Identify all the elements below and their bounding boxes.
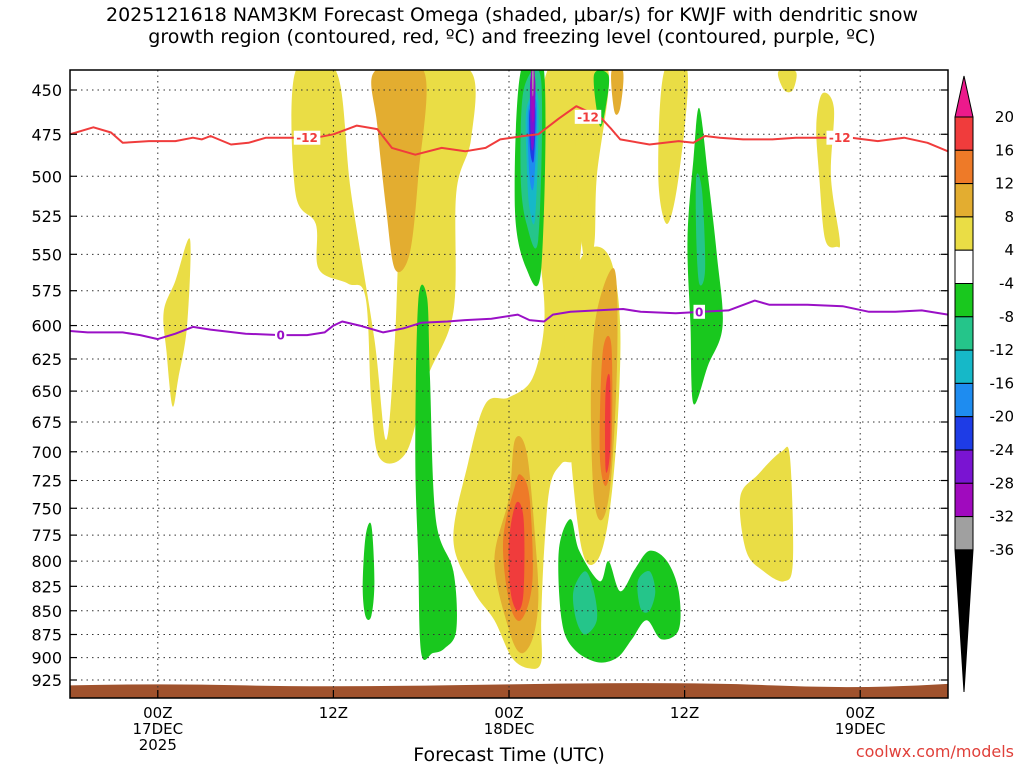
contour-label-bg-1-1 (693, 304, 705, 319)
omega-region-0 (163, 238, 191, 407)
credit-link[interactable]: coolwx.com/models (855, 742, 1014, 761)
omega-region-16 (605, 373, 611, 473)
y-tick-label-750: 750 (31, 499, 62, 518)
contour-line-0 (70, 105, 948, 156)
contour-label-bg-0-2 (826, 130, 853, 145)
contour-label-bg-1-0 (274, 328, 287, 343)
colorbar-label-9: -20 (990, 408, 1015, 426)
y-tick-label-600: 600 (31, 317, 62, 336)
colorbar-box-3 (954, 216, 974, 251)
y-tick-label-850: 850 (31, 602, 62, 621)
omega-region-5 (658, 70, 688, 224)
colorbar-box-1 (954, 149, 974, 185)
colorbar-box-5 (954, 283, 974, 318)
x-tick-label-24-1: 18DEC (484, 720, 535, 738)
colorbar-box-0 (954, 116, 974, 151)
omega-region-23 (572, 571, 598, 635)
colorbar-label-12: -32 (990, 508, 1015, 526)
y-tick-label-500: 500 (31, 167, 62, 186)
omega-region-18 (362, 522, 375, 620)
y-tick-label-800: 800 (31, 552, 62, 571)
colorbar-label-7: -12 (990, 341, 1015, 359)
colorbar-box-9 (954, 416, 974, 451)
y-tick-label-450: 450 (31, 81, 62, 100)
omega-region-1 (291, 70, 476, 464)
chart-title: 2025121618 NAM3KM Forecast Omega (shaded… (0, 4, 1024, 48)
colorbar-top-arrow (954, 75, 974, 118)
y-tick-label-875: 875 (31, 625, 62, 644)
omega-region-17 (415, 284, 457, 660)
x-tick-label-12-0: 12Z (319, 704, 348, 722)
colorbar-label-2: 12 (995, 175, 1014, 193)
omega-region-7 (816, 92, 841, 248)
contour-label-0-2: -12 (829, 131, 851, 145)
omega-region-2 (453, 70, 594, 669)
omega-region-12 (611, 70, 624, 115)
colorbar-label-10: -24 (990, 441, 1015, 459)
contour-label-bg-0-0 (293, 130, 321, 145)
omega-region-15 (508, 501, 525, 611)
colorbar-box-8 (954, 382, 974, 418)
contour-line-1 (70, 299, 948, 341)
y-tick-label-525: 525 (31, 207, 62, 226)
colorbar-label-1: 16 (995, 141, 1014, 159)
x-tick-label-48-0: 00Z (846, 704, 875, 722)
colorbar-bottom-arrow (954, 549, 974, 693)
x-tick-label-36-0: 12Z (670, 704, 699, 722)
chart-title-line-1: 2025121618 NAM3KM Forecast Omega (shaded… (106, 4, 918, 26)
colorbar-box-2 (954, 183, 974, 218)
omega-region-6 (777, 70, 797, 93)
omega-region-26 (695, 173, 706, 286)
contour-label-0-0: -12 (296, 131, 318, 145)
y-tick-label-625: 625 (31, 350, 62, 369)
colorbar-box-6 (954, 316, 974, 351)
x-tick-label-48-1: 19DEC (835, 720, 886, 738)
y-tick-label-900: 900 (31, 649, 62, 668)
colorbar-label-5: -4 (999, 275, 1014, 293)
contour-label-1-1: 0 (695, 305, 703, 319)
colorbar-box-11 (954, 482, 974, 518)
colorbar-box-7 (954, 349, 974, 384)
y-tick-label-925: 925 (31, 671, 62, 690)
omega-region-24 (637, 570, 656, 613)
colorbar-label-0: 20 (995, 108, 1014, 126)
colorbar-label-11: -28 (990, 474, 1015, 492)
colorbar-label-3: 8 (1004, 208, 1014, 226)
x-axis-title: Forecast Time (UTC) (413, 744, 605, 766)
chart-title-line-2: growth region (contoured, red, ºC) and f… (148, 26, 876, 48)
y-tick-label-725: 725 (31, 472, 62, 491)
colorbar-label-8: -16 (990, 374, 1015, 392)
colorbar-label-13: -36 (990, 541, 1015, 559)
dotted-gridlines (70, 70, 948, 698)
x-tick-label-24-0: 00Z (494, 704, 523, 722)
y-tick-label-825: 825 (31, 577, 62, 596)
y-tick-label-575: 575 (31, 282, 62, 301)
contour-label-0-1: -12 (577, 110, 599, 124)
x-tick-label-0-1: 17DEC (133, 720, 184, 738)
colorbar-box-4 (954, 249, 974, 284)
colorbar-box-12 (954, 516, 974, 551)
colorbar-label-6: -8 (999, 308, 1014, 326)
omega-region-9 (371, 70, 427, 273)
contour-label-bg-0-1 (574, 109, 602, 124)
y-tick-label-475: 475 (31, 125, 62, 144)
colorbar-label-4: 4 (1004, 241, 1014, 259)
y-tick-label-700: 700 (31, 443, 62, 462)
y-tick-label-775: 775 (31, 526, 62, 545)
y-tick-label-550: 550 (31, 245, 62, 264)
colorbar-box-10 (954, 449, 974, 484)
colorbar-legend: 20 16 12 8 4 -4 -8 -12 -16 -20 -24 -28 -32 -36 (954, 75, 1015, 693)
y-tick-label-675: 675 (31, 413, 62, 432)
temperature-contours: -12 -12 -12 0 0 (70, 105, 948, 343)
x-tick-label-0-0: 00Z (143, 704, 172, 722)
y-axis: 450 475 500 525 550 575 600 625 650 675 700 725 750 7… (31, 81, 948, 690)
contour-label-1-0: 0 (277, 329, 285, 343)
x-tick-label-0-2: 2025 (139, 736, 177, 754)
y-tick-label-650: 650 (31, 382, 62, 401)
